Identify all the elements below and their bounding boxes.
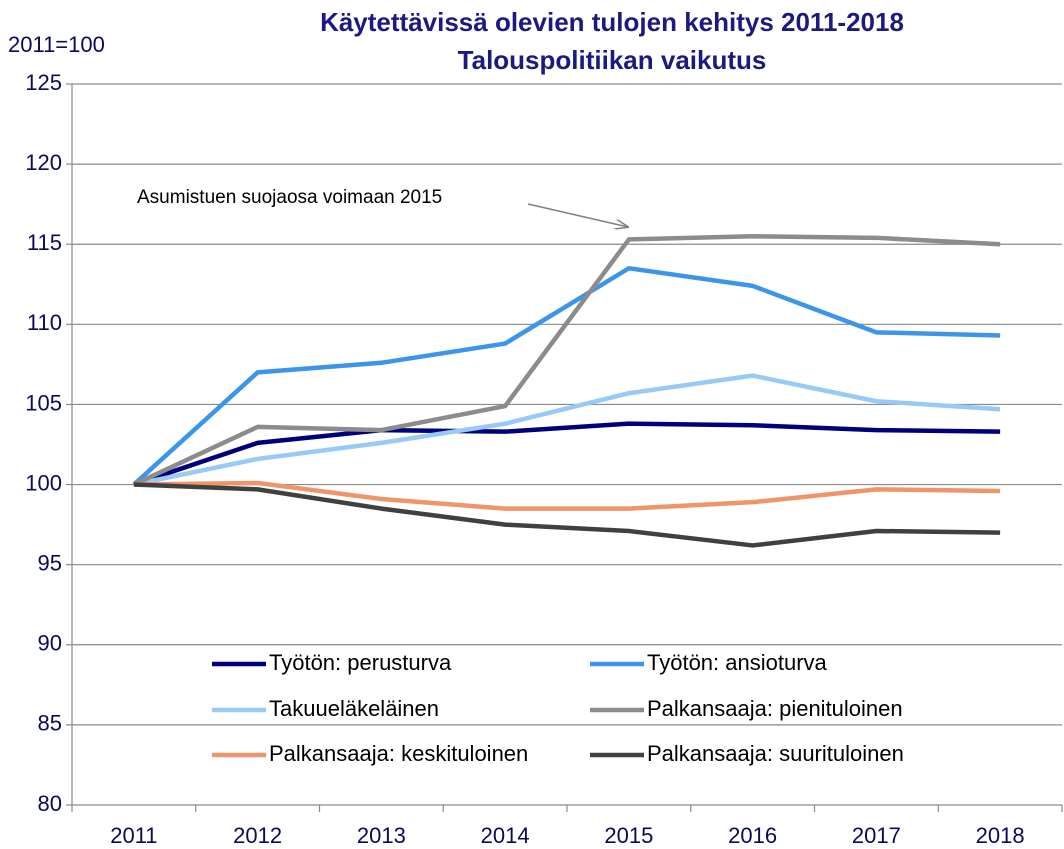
y-tick-label: 115 — [27, 230, 62, 255]
y-tick-label: 95 — [38, 550, 62, 575]
x-tick-label: 2016 — [728, 823, 777, 848]
series-line — [132, 233, 1001, 487]
series-line — [133, 480, 1001, 511]
chart-title: Käytettävissä olevien tulojen kehitys 20… — [320, 7, 904, 37]
series-line — [133, 373, 1001, 487]
legend-label: Palkansaaja: pienituloinen — [647, 696, 903, 721]
annotation: Asumistuen suojaosa voimaan 2015 — [137, 187, 442, 208]
legend-label: Palkansaaja: suurituloinen — [647, 741, 904, 766]
series-line — [133, 421, 1001, 487]
x-tick-label: 2014 — [481, 823, 530, 848]
lines — [132, 233, 1001, 548]
y-tick-label: 90 — [38, 631, 62, 656]
x-tick-label: 2018 — [976, 823, 1025, 848]
chart-subtitle: Talouspolitiikan vaikutus — [458, 45, 767, 75]
annotation-arrow — [527, 203, 628, 227]
legend: Työtön: perusturva Työtön: ansioturva Taku… — [212, 650, 904, 766]
y-tick-label: 125 — [25, 70, 62, 95]
x-tick-label: 2013 — [357, 823, 406, 848]
y-tick-label: 120 — [25, 150, 62, 175]
y-tick-label: 85 — [38, 711, 62, 736]
x-tick-label: 2015 — [604, 823, 653, 848]
legend-label: Työtön: perusturva — [269, 650, 452, 675]
legend-label: Työtön: ansioturva — [647, 650, 828, 675]
legend-label: Palkansaaja: keskituloinen — [269, 741, 528, 766]
y-tick-label: 100 — [25, 470, 62, 495]
y-tick-label: 105 — [25, 390, 62, 415]
series-line — [133, 482, 1001, 548]
y-tick-label: 110 — [27, 310, 62, 335]
y-axis-label: 2011=100 — [8, 32, 105, 57]
y-tick-label: 80 — [38, 791, 62, 816]
series-line — [132, 266, 1001, 487]
x-tick-label: 2012 — [233, 823, 282, 848]
legend-label: Takuueläkeläinen — [269, 696, 439, 721]
x-tick-label: 2017 — [852, 823, 901, 848]
x-tick-label: 2011 — [110, 823, 157, 848]
